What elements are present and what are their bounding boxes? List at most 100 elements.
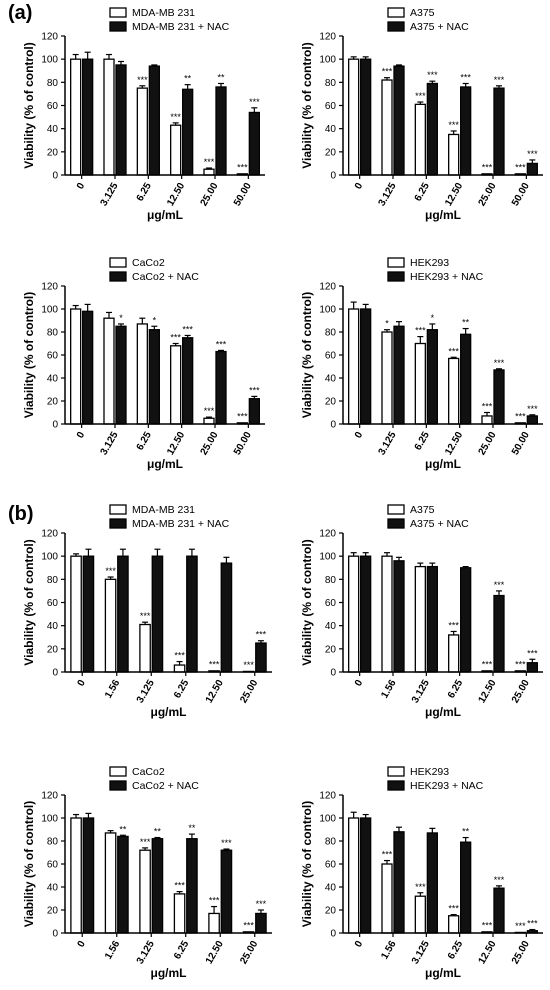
- significance-label: **: [188, 823, 196, 833]
- bar: [526, 162, 538, 176]
- bar: [70, 308, 82, 425]
- significance-label: ***: [482, 162, 493, 172]
- y-tick-label: 40: [47, 374, 59, 385]
- significance-label: ***: [494, 75, 505, 85]
- significance-label: ***: [221, 838, 232, 848]
- y-tick-label: 100: [319, 552, 336, 563]
- significance-label: **: [119, 824, 127, 834]
- significance-label: ***: [170, 112, 181, 122]
- x-tick-label: 6.25: [446, 939, 465, 962]
- bar: [448, 357, 460, 425]
- significance-label: ***: [140, 837, 151, 847]
- x-axis-title: μg/mL: [425, 705, 461, 719]
- x-axis-title: μg/mL: [147, 208, 183, 222]
- bar: [481, 415, 493, 425]
- significance-label: ***: [515, 411, 526, 421]
- significance-label: ***: [427, 70, 438, 80]
- significance-label: ***: [174, 881, 185, 891]
- legend-swatch: [387, 271, 405, 282]
- bar: [393, 65, 405, 176]
- significance-label: ***: [448, 346, 459, 356]
- bar: [203, 168, 215, 176]
- bar: [526, 415, 538, 425]
- bar: [493, 369, 505, 425]
- y-axis-title: Viability (% of control): [300, 539, 314, 665]
- legend-label: MDA-MB 231: [132, 7, 195, 19]
- bar: [208, 912, 220, 934]
- y-tick-label: 80: [325, 575, 337, 586]
- bar: [104, 578, 117, 673]
- bar: [414, 565, 426, 673]
- legend-swatch: [387, 780, 405, 791]
- x-tick-label: 3.125: [410, 939, 432, 967]
- legend-label: HEK293 + NAC: [410, 271, 484, 283]
- significance-label: **: [154, 827, 162, 837]
- bar: [360, 817, 372, 934]
- legend-label: CaCo2: [132, 766, 165, 778]
- y-tick-label: 0: [52, 171, 58, 182]
- y-tick-label: 80: [47, 575, 59, 586]
- bar: [148, 65, 160, 176]
- legend-label: A375 + NAC: [410, 21, 469, 33]
- x-tick-label: 25.00: [510, 939, 532, 967]
- y-tick-label: 60: [325, 598, 337, 609]
- significance-label: ***: [415, 882, 426, 892]
- bar: [117, 835, 129, 934]
- x-tick-label: 12.50: [443, 430, 465, 458]
- bar: [348, 58, 360, 176]
- x-tick-label: 0: [76, 678, 89, 689]
- y-tick-label: 0: [330, 929, 336, 940]
- x-tick-label: 50.00: [510, 181, 532, 209]
- significance-label: ***: [209, 659, 220, 669]
- y-tick-label: 120: [41, 32, 58, 43]
- significance-label: ***: [527, 648, 538, 658]
- x-tick-label: 6.25: [413, 181, 432, 204]
- bar: [103, 58, 115, 176]
- x-tick-label: 6.25: [172, 939, 191, 962]
- significance-label: **: [462, 318, 470, 328]
- bar: [148, 329, 160, 425]
- bar: [381, 79, 393, 176]
- y-tick-label: 40: [47, 621, 59, 632]
- significance-label: ***: [448, 120, 459, 130]
- significance-label: ***: [216, 339, 227, 349]
- legend-label: HEK293: [410, 257, 449, 269]
- legend-label: CaCo2 + NAC: [132, 780, 199, 792]
- bar: [186, 838, 198, 934]
- bar: [139, 623, 151, 673]
- significance-label: ***: [256, 899, 267, 909]
- bar: [348, 817, 360, 934]
- x-tick-label: 3.125: [135, 678, 157, 706]
- y-tick-label: 100: [319, 55, 336, 66]
- bar: [393, 831, 405, 934]
- x-tick-label: 3.125: [99, 430, 121, 458]
- bar: [426, 329, 438, 425]
- y-tick-label: 60: [325, 101, 337, 112]
- y-tick-label: 40: [47, 124, 59, 135]
- bar: [220, 562, 233, 673]
- x-tick-label: 12.50: [477, 939, 499, 967]
- significance-label: ***: [515, 921, 526, 931]
- y-tick-label: 100: [319, 305, 336, 316]
- significance-label: ***: [140, 611, 151, 621]
- bar: [220, 849, 233, 934]
- significance-label: ***: [237, 411, 248, 421]
- legend-label: A375: [410, 504, 435, 516]
- bar: [173, 893, 186, 934]
- x-tick-label: 12.50: [443, 181, 465, 209]
- significance-label: ***: [527, 149, 538, 159]
- x-tick-label: 12.50: [204, 939, 226, 967]
- bar: [460, 86, 472, 176]
- significance-label: *: [153, 315, 157, 325]
- legend-label: MDA-MB 231: [132, 504, 195, 516]
- bar: [182, 88, 194, 176]
- y-axis-title: Viability (% of control): [300, 801, 314, 927]
- x-axis-title: μg/mL: [425, 457, 461, 471]
- legend-label: A375 + NAC: [410, 518, 469, 530]
- y-tick-label: 20: [47, 397, 59, 408]
- bar: [82, 58, 94, 176]
- x-tick-label: 0: [353, 678, 366, 689]
- y-tick-label: 60: [47, 598, 59, 609]
- significance-label: **: [462, 827, 470, 837]
- chart-8: HEK293 HEK293 + NAC 0 20 40 60 80 100 120 0 *** 1.5…: [300, 766, 543, 980]
